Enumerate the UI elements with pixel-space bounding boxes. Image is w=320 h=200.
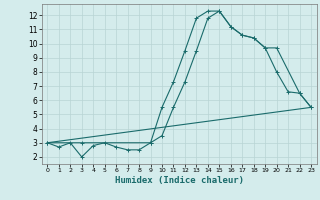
X-axis label: Humidex (Indice chaleur): Humidex (Indice chaleur): [115, 176, 244, 185]
